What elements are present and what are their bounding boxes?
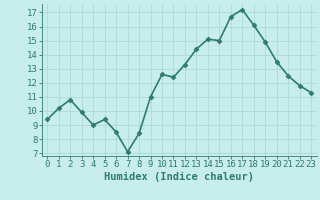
X-axis label: Humidex (Indice chaleur): Humidex (Indice chaleur) xyxy=(104,172,254,182)
